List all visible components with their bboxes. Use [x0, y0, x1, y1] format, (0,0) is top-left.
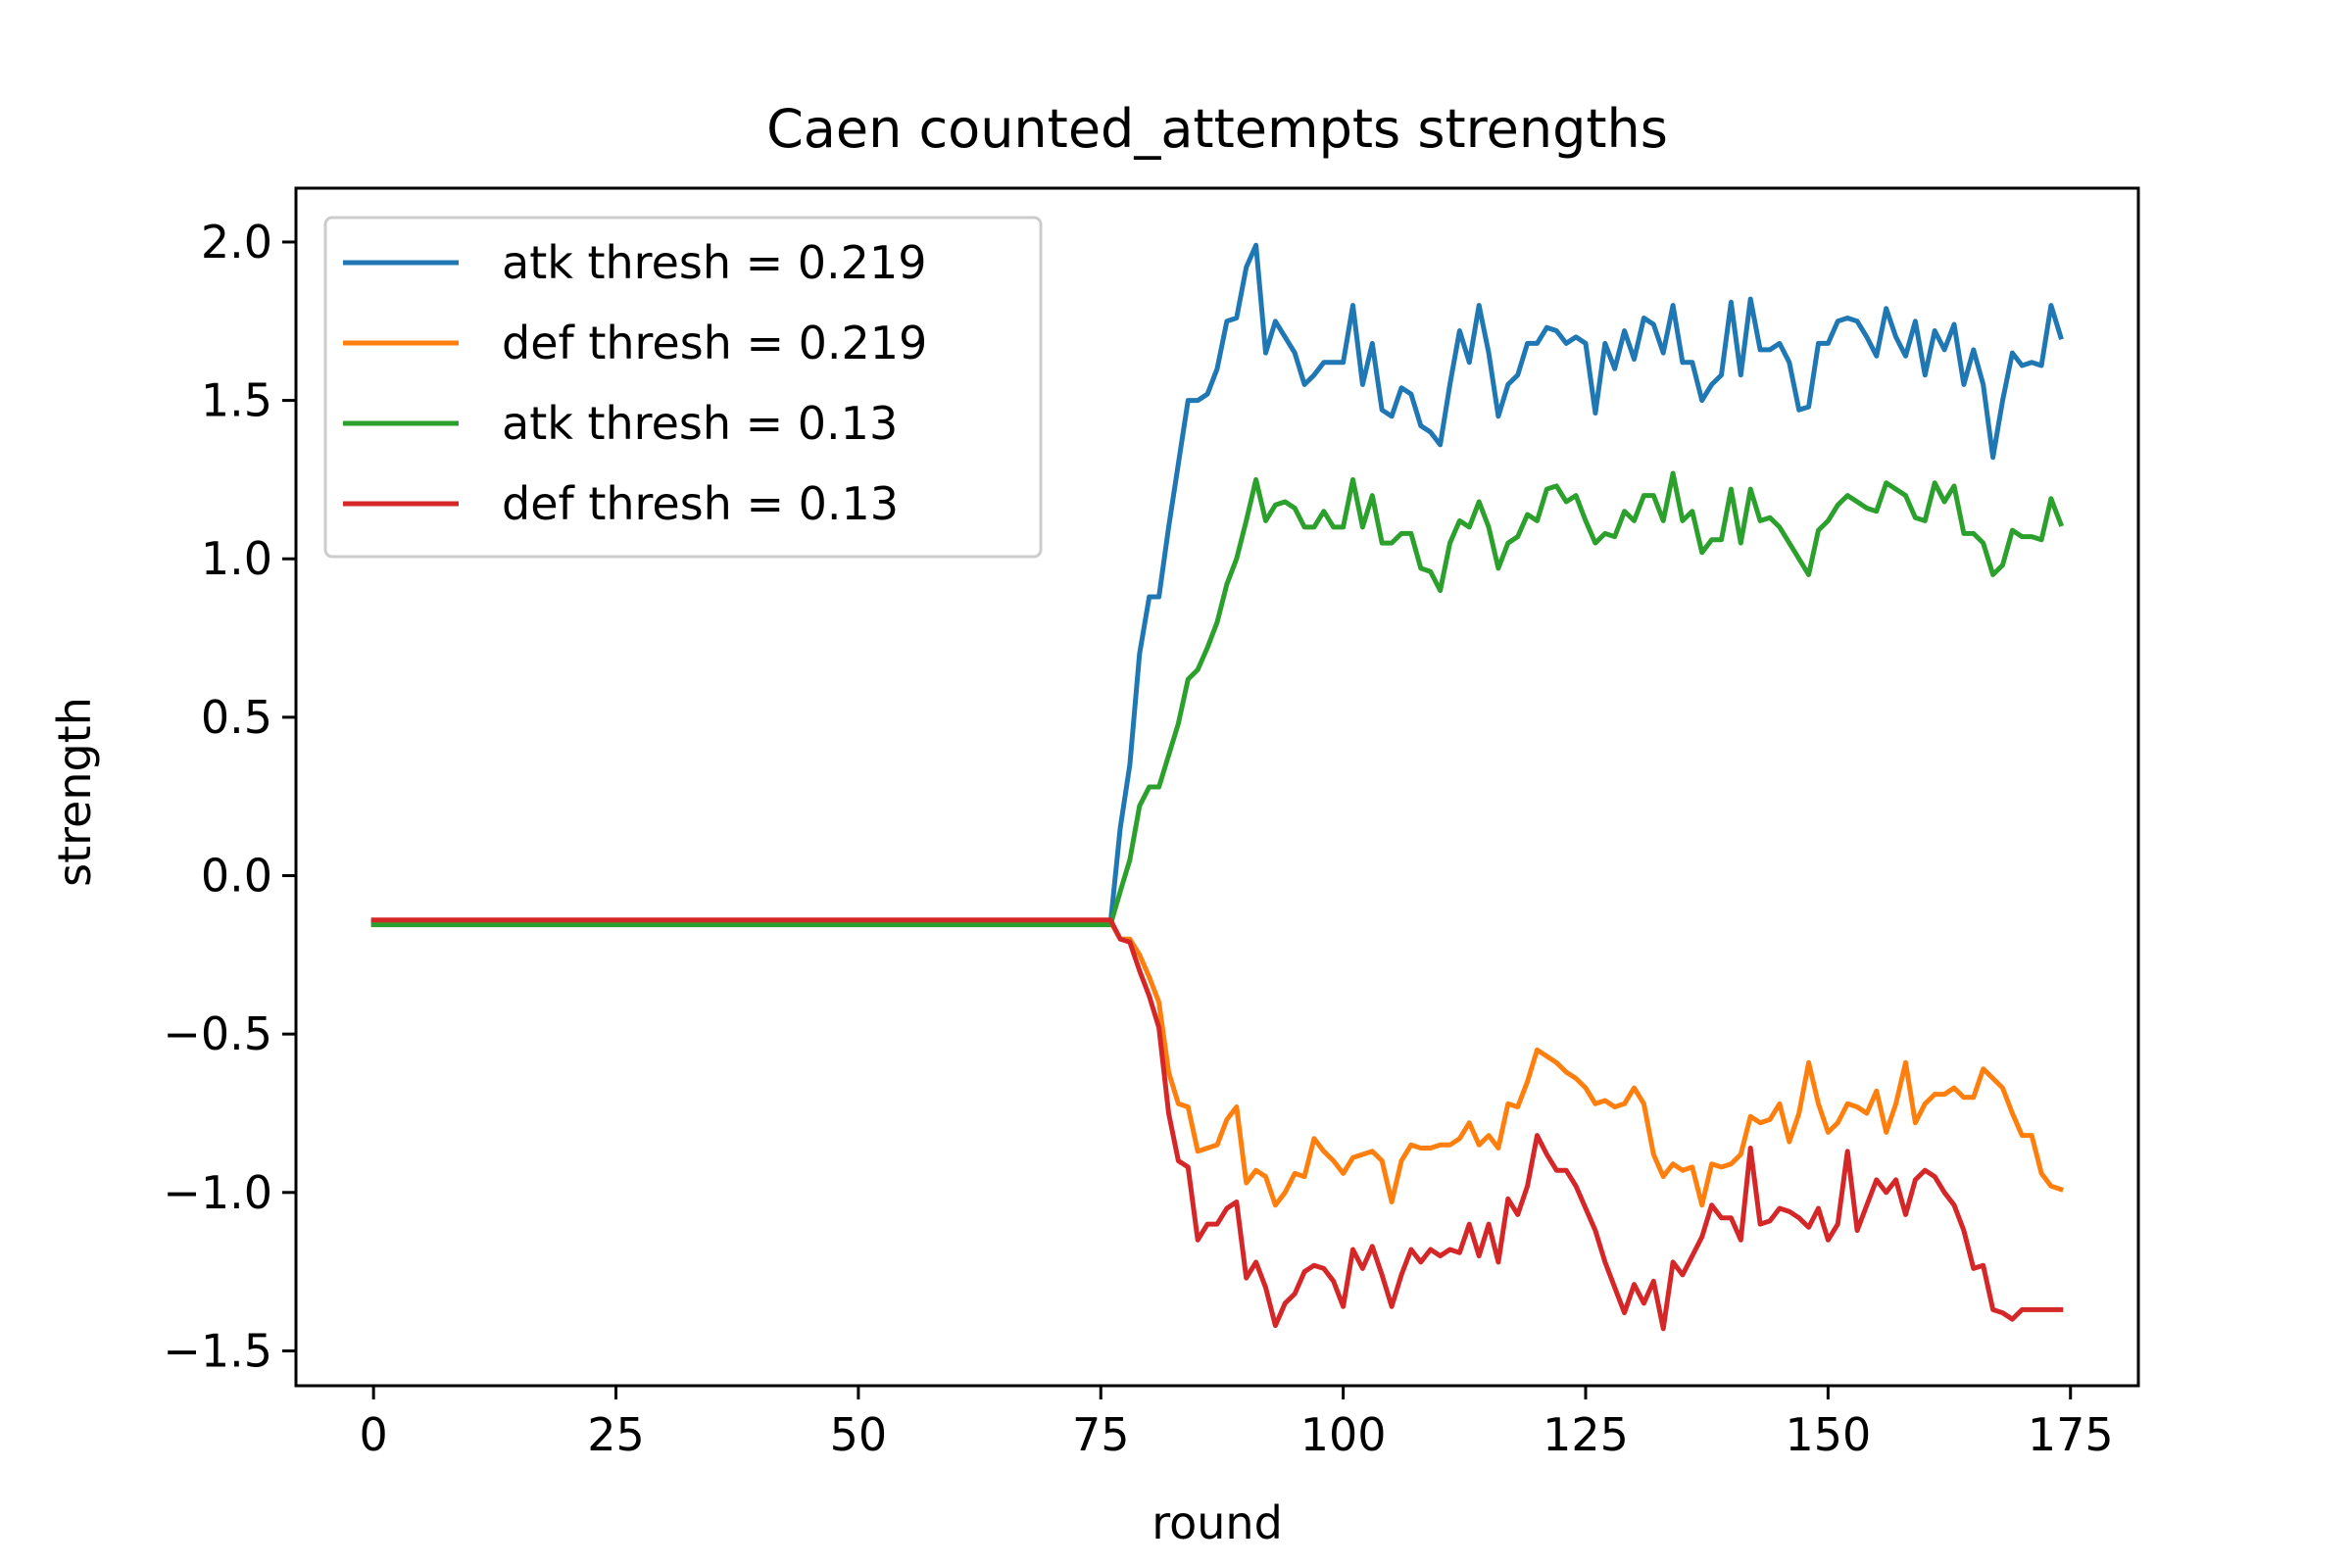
- y-tick-label: 2.0: [201, 216, 272, 269]
- legend-label: def thresh = 0.13: [502, 477, 899, 530]
- x-tick-label: 50: [830, 1408, 888, 1461]
- x-tick-label: 100: [1300, 1408, 1387, 1461]
- legend-label: def thresh = 0.219: [502, 317, 927, 369]
- x-tick-label: 25: [587, 1408, 645, 1461]
- legend: atk thresh = 0.219 def thresh = 0.219 atk …: [323, 216, 1043, 559]
- chart-title: Caen counted_attempts strengths: [766, 98, 1668, 160]
- series-layer: [370, 242, 2065, 1332]
- y-tick-label: 0.0: [201, 850, 272, 903]
- y-tick-label: −1.0: [163, 1166, 272, 1219]
- y-tick-label: 0.5: [201, 691, 272, 744]
- y-tick-label: −1.5: [163, 1324, 272, 1377]
- x-axis-label: round: [1152, 1496, 1283, 1549]
- x-tick-label: 150: [1785, 1408, 1871, 1461]
- series-line-4: [370, 917, 2064, 1332]
- plot-frame: [294, 186, 2140, 1388]
- x-axis: 0 25 50 75 100 125 150 175: [360, 1386, 2114, 1461]
- x-tick-label: 175: [2028, 1408, 2114, 1461]
- legend-box: [323, 216, 1043, 559]
- y-tick-label: 1.5: [201, 374, 272, 427]
- x-tick-label: 0: [360, 1408, 388, 1461]
- series-line-3: [370, 470, 2065, 928]
- y-tick-label: −0.5: [163, 1007, 272, 1060]
- y-axis-label: strength: [48, 697, 101, 887]
- legend-label: atk thresh = 0.13: [502, 397, 898, 450]
- y-tick-label: 1.0: [201, 532, 272, 585]
- y-axis: 2.0 1.5 1.0 0.5 0.0 −0.5 −1.0 −1.5: [163, 216, 296, 1377]
- legend-label: atk thresh = 0.219: [502, 236, 926, 289]
- x-tick-label: 125: [1543, 1408, 1629, 1461]
- x-tick-label: 75: [1072, 1408, 1130, 1461]
